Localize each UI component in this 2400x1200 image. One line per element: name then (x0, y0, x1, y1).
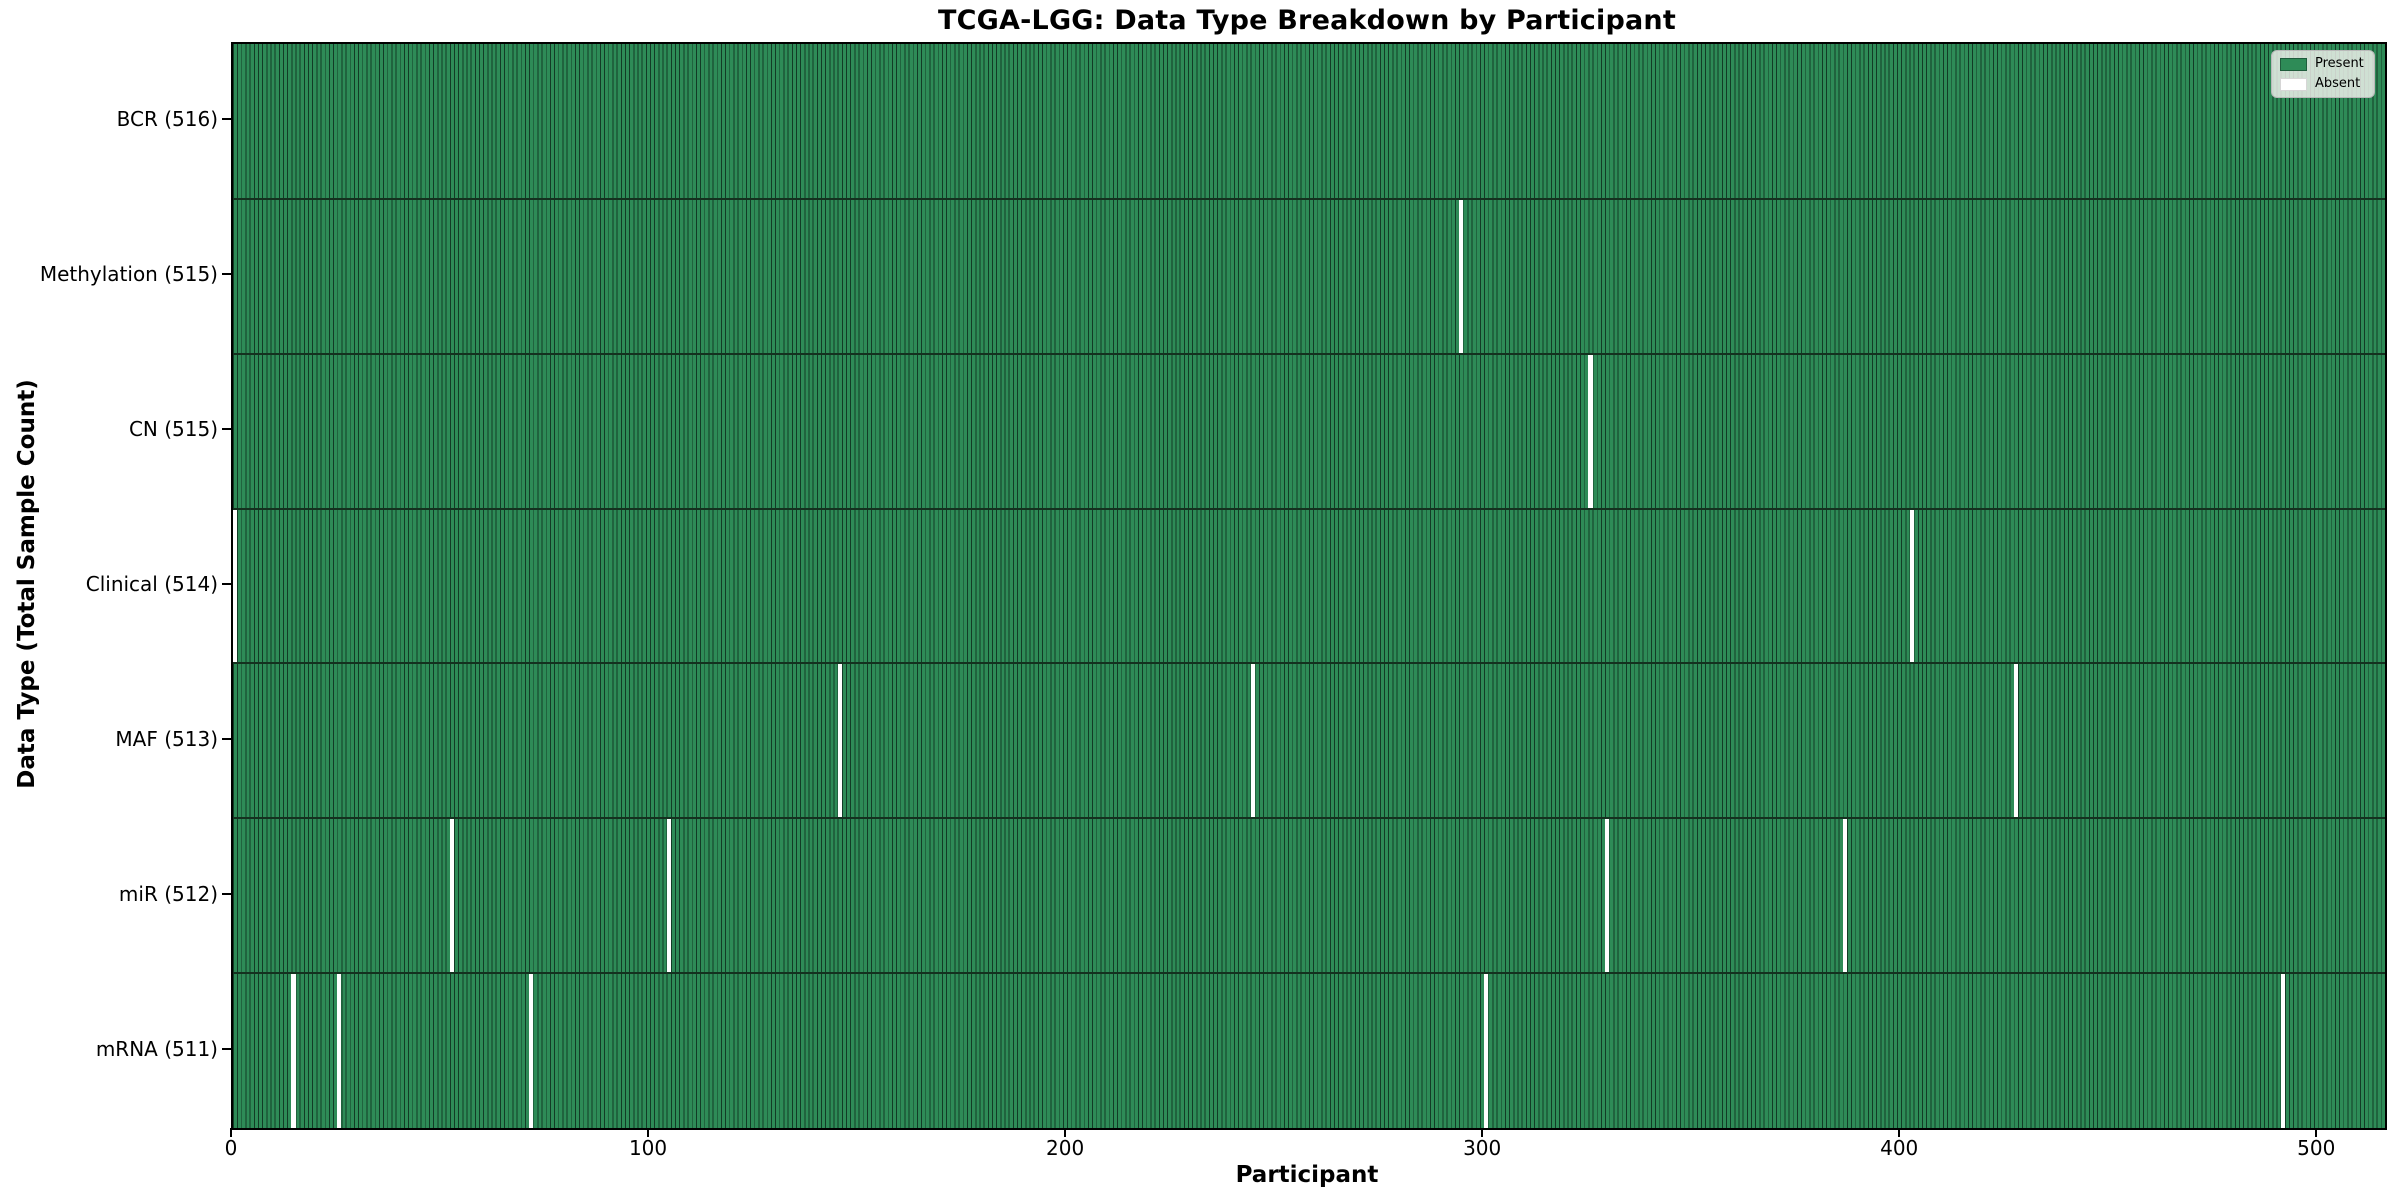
absent-gap (233, 508, 238, 664)
absent-gap (666, 818, 671, 974)
y-tick-label-bcr: BCR (516) (116, 107, 218, 132)
legend-item-present: Present (2280, 57, 2366, 71)
y-tick-mark (222, 892, 231, 895)
heatmap-row-maf (233, 663, 2385, 819)
y-tick-mark (222, 428, 231, 431)
x-tick-mark (1064, 1128, 1067, 1137)
y-tick-mark (222, 1047, 231, 1050)
legend-label-present: Present (2315, 56, 2364, 71)
row-separator (233, 972, 2385, 975)
row-separator (233, 352, 2385, 355)
x-tick-mark (2315, 1128, 2318, 1137)
x-tick-label: 200 (1046, 1136, 1085, 1160)
y-tick-mark (222, 583, 231, 585)
absent-gap (291, 973, 296, 1128)
plot-area (231, 42, 2387, 1130)
absent-gap (1459, 198, 1464, 354)
heatmap-row-methylation (233, 198, 2385, 354)
y-tick-label-clinical: Clinical (514) (85, 572, 218, 596)
y-tick-mark (222, 737, 231, 740)
absent-gap (1484, 973, 1489, 1128)
row-separator (233, 507, 2385, 510)
absent-gap (837, 663, 842, 819)
row-separator (233, 662, 2385, 665)
heatmap-row-bcr (233, 44, 2385, 199)
chart-title: TCGA-LGG: Data Type Breakdown by Partici… (938, 5, 1676, 36)
absent-gap (1842, 818, 1847, 974)
x-tick-label: 100 (628, 1136, 668, 1160)
y-tick-label-mrna: mRNA (511) (95, 1036, 218, 1061)
absent-gap (2013, 663, 2018, 819)
absent-gap (2280, 973, 2285, 1128)
x-tick-mark (647, 1128, 650, 1137)
absent-swatch-icon (2280, 77, 2307, 91)
present-swatch-icon (2280, 57, 2307, 71)
absent-gap (529, 973, 534, 1128)
absent-gap (1250, 663, 1255, 819)
legend: Present Absent (2271, 50, 2375, 98)
x-tick-label: 500 (2297, 1136, 2336, 1160)
absent-gap (449, 818, 455, 974)
row-separator (233, 817, 2385, 820)
absent-gap (337, 973, 342, 1128)
legend-label-absent: Absent (2315, 76, 2361, 91)
x-tick-mark (230, 1128, 232, 1137)
x-tick-mark (1481, 1128, 1484, 1137)
row-separator (233, 197, 2385, 200)
absent-gap (1909, 508, 1914, 664)
x-tick-label: 0 (224, 1136, 238, 1160)
x-tick-label: 400 (1880, 1136, 1919, 1160)
x-axis-label: Participant (1235, 1162, 1379, 1188)
y-tick-label-maf: MAF (513) (115, 726, 218, 751)
y-tick-label-cn: CN (515) (128, 417, 218, 442)
legend-item-absent: Absent (2280, 77, 2366, 91)
y-tick-mark (222, 273, 231, 276)
heatmap-row-clinical (233, 508, 2385, 664)
y-tick-label-methylation: Methylation (515) (39, 262, 218, 287)
absent-gap (1605, 818, 1610, 974)
y-tick-label-mir: miR (512) (118, 881, 218, 906)
y-tick-mark (222, 118, 231, 121)
heatmap-row-mir (233, 818, 2385, 974)
x-tick-mark (1898, 1128, 1901, 1137)
x-tick-label: 300 (1463, 1136, 1502, 1160)
heatmap-row-mrna (233, 973, 2385, 1128)
absent-gap (1588, 353, 1593, 509)
heatmap-row-cn (233, 353, 2385, 509)
